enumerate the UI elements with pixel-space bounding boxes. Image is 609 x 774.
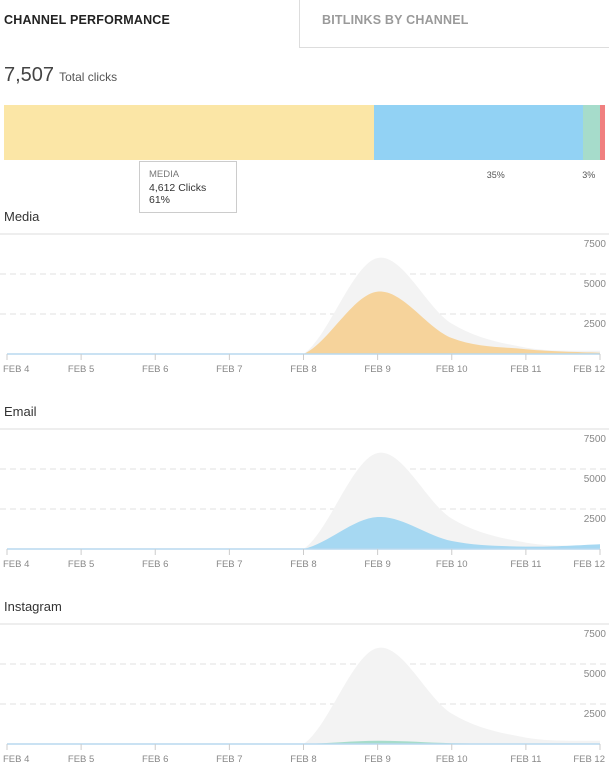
x-tick-label: FEB 8: [290, 364, 316, 375]
share-percent-email: 35%: [486, 170, 505, 180]
share-segment-email[interactable]: [373, 105, 583, 160]
tab-bar: CHANNEL PERFORMANCE BITLINKS BY CHANNEL: [0, 0, 609, 48]
tab-channel-performance-label: CHANNEL PERFORMANCE: [4, 13, 171, 27]
x-tick-label: FEB 5: [68, 754, 94, 765]
tooltip-clicks: 4,612 Clicks: [149, 181, 207, 194]
email-area-chart: 2500 5000 7500 FEB 4 FEB 5 FEB 6 FEB 7 FEB 8 FEB…: [0, 428, 609, 570]
x-tick-label: FEB 9: [364, 364, 390, 375]
y-tick-label: 7500: [584, 239, 607, 250]
y-tick-label: 5000: [584, 474, 607, 485]
tab-bitlinks-by-channel-label: BITLINKS BY CHANNEL: [322, 13, 469, 27]
media-area-chart: 2500 5000 7500 FEB 4 FEB 5 FEB 6 FEB 7 FEB 8 FEB…: [0, 233, 609, 375]
x-tick-label: FEB 11: [510, 754, 541, 765]
total-clicks: 7,507 Total clicks: [4, 64, 117, 87]
channel-clicks-area: [7, 291, 600, 354]
x-tick-label: FEB 6: [142, 364, 168, 375]
x-tick-label: FEB 10: [436, 559, 468, 570]
share-segment-media[interactable]: [4, 105, 374, 160]
y-tick-label: 2500: [584, 319, 607, 330]
y-tick-label: 5000: [584, 669, 607, 680]
total-clicks-area: [7, 452, 600, 549]
email-chart-title: Email: [4, 404, 37, 419]
x-tick-label: FEB 9: [364, 754, 390, 765]
x-tick-label: FEB 4: [3, 754, 29, 765]
tooltip-title: MEDIA: [149, 169, 180, 180]
y-tick-label: 2500: [584, 709, 607, 720]
y-tick-label: 7500: [584, 434, 607, 445]
instagram-area-chart: 2500 5000 7500 FEB 4 FEB 5 FEB 6 FEB 7 FEB 8 FEB…: [0, 623, 609, 765]
share-segment-instagram[interactable]: [582, 105, 601, 160]
x-tick-label: FEB 6: [142, 754, 168, 765]
x-tick-label: FEB 9: [364, 559, 390, 570]
x-tick-label: FEB 8: [290, 754, 316, 765]
share-percent-instagram: 3%: [582, 170, 596, 180]
tab-channel-performance[interactable]: CHANNEL PERFORMANCE: [0, 0, 299, 48]
y-tick-label: 5000: [584, 279, 607, 290]
y-tick-label: 2500: [584, 514, 607, 525]
x-tick-label: FEB 11: [510, 364, 541, 375]
tab-bitlinks-by-channel[interactable]: BITLINKS BY CHANNEL: [299, 0, 609, 48]
x-tick-label: FEB 4: [3, 559, 29, 570]
x-tick-label: FEB 11: [510, 559, 541, 570]
x-tick-label: FEB 10: [436, 364, 468, 375]
total-clicks-area: [7, 647, 600, 744]
x-tick-label: FEB 5: [68, 364, 94, 375]
media-tooltip: MEDIA 4,612 Clicks 61%: [139, 161, 237, 213]
total-clicks-value: 7,507: [4, 64, 55, 86]
x-tick-label: FEB 12: [573, 364, 605, 375]
share-segment-other[interactable]: [600, 105, 605, 160]
x-tick-label: FEB 8: [290, 559, 316, 570]
x-tick-label: FEB 5: [68, 559, 94, 570]
channel-share-bar: [4, 105, 605, 160]
x-tick-label: FEB 12: [573, 754, 605, 765]
total-clicks-area: [7, 257, 600, 354]
total-clicks-label: Total clicks: [59, 70, 118, 84]
x-tick-label: FEB 7: [216, 754, 242, 765]
x-tick-label: FEB 10: [436, 754, 468, 765]
x-tick-label: FEB 6: [142, 559, 168, 570]
instagram-chart-title: Instagram: [4, 599, 62, 614]
x-tick-label: FEB 4: [3, 364, 29, 375]
x-tick-label: FEB 7: [216, 559, 242, 570]
media-chart-title: Media: [4, 209, 40, 224]
tooltip-percent: 61%: [149, 194, 171, 206]
y-tick-label: 7500: [584, 629, 607, 640]
x-tick-label: FEB 12: [573, 559, 605, 570]
x-tick-label: FEB 7: [216, 364, 242, 375]
